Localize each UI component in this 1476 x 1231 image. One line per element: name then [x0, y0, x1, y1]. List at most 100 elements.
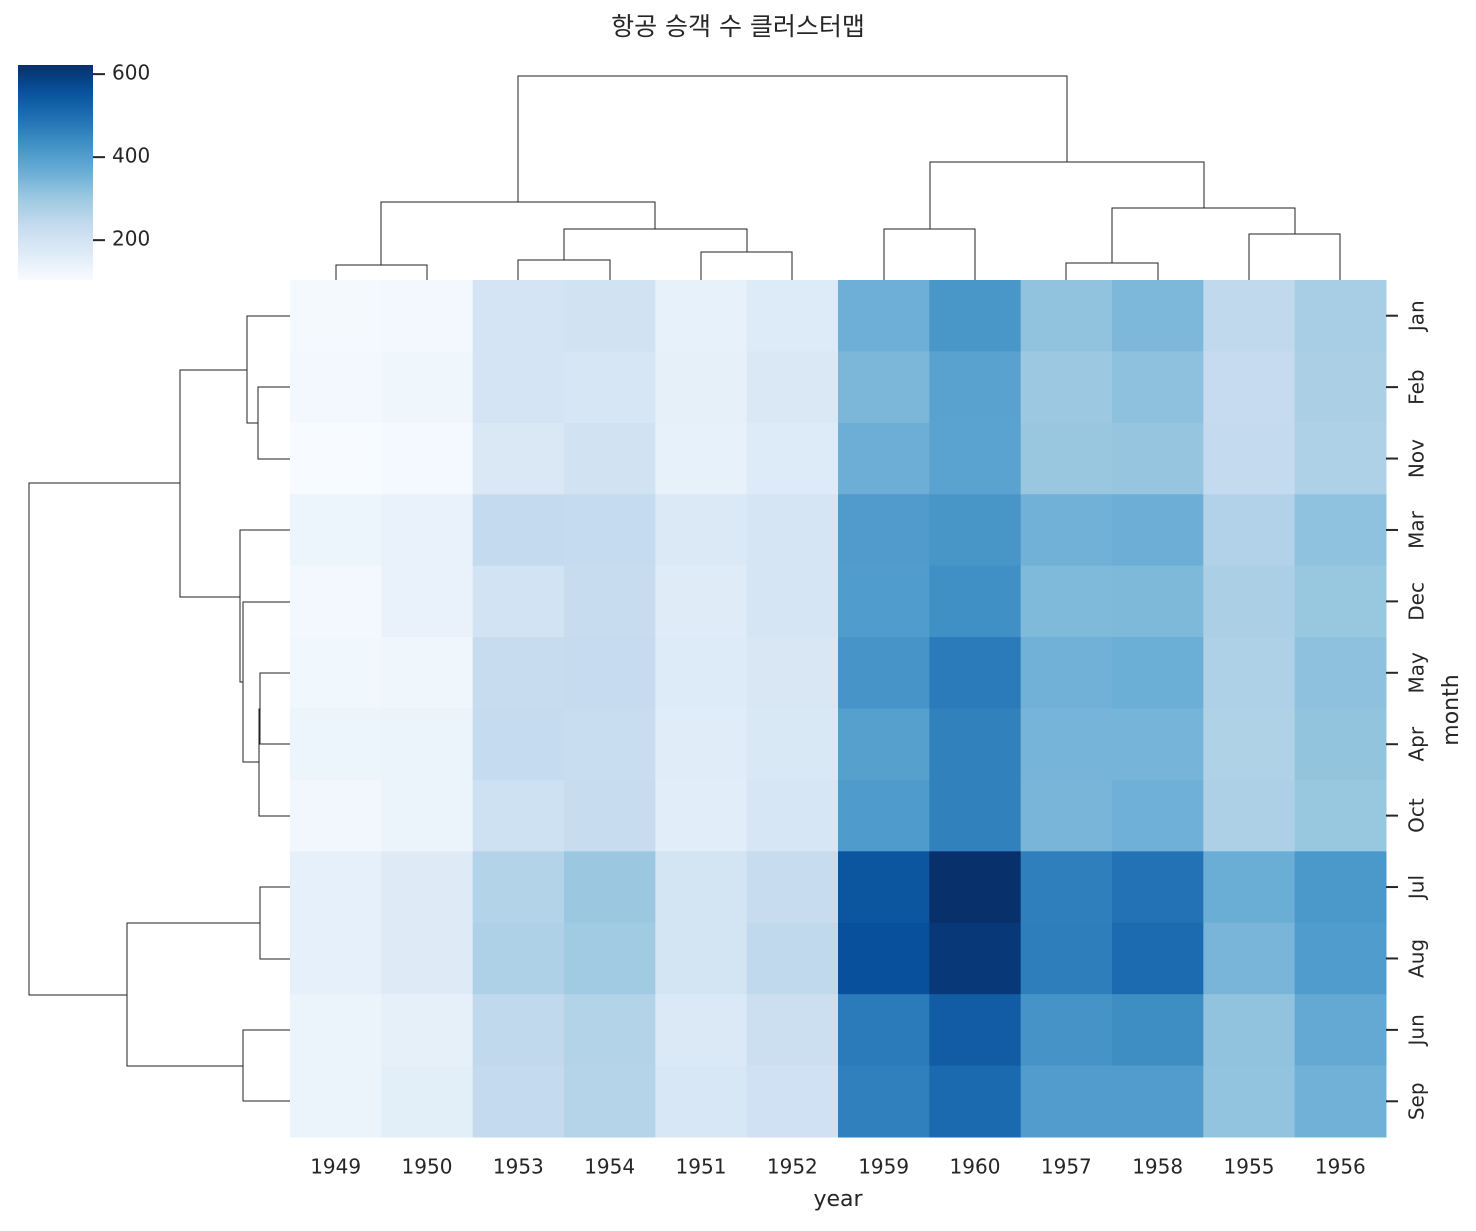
heatmap-cell [564, 994, 656, 1067]
heatmap-cell [655, 779, 748, 852]
heatmap-cell [655, 637, 748, 709]
y-tick-label: Apr [1405, 726, 1429, 761]
heatmap-cell [655, 1065, 748, 1138]
y-tick-label: Sep [1405, 1082, 1429, 1120]
heatmap-cell [746, 708, 839, 781]
heatmap-cell [381, 779, 474, 852]
column-dendrogram [335, 75, 1341, 280]
heatmap-cell [1112, 1065, 1204, 1138]
heatmap-cell [1020, 779, 1113, 852]
heatmap-cell [290, 565, 382, 638]
heatmap-cell [290, 637, 382, 709]
heatmap-cell [838, 922, 930, 995]
heatmap-cell [655, 494, 748, 567]
y-tick-label: May [1405, 652, 1429, 694]
colorbar-tick-label: 400 [112, 144, 150, 168]
heatmap-cell [1203, 779, 1296, 852]
heatmap-cell [1020, 994, 1113, 1067]
heatmap-cell [564, 637, 656, 709]
heatmap-cell [1112, 565, 1204, 638]
heatmap-cell [1112, 280, 1204, 352]
heatmap-cell [564, 351, 656, 424]
y-tick-label: Mar [1405, 510, 1429, 549]
heatmap-cell [838, 494, 930, 567]
heatmap-cell [381, 422, 474, 495]
heatmap-cell [1203, 922, 1296, 995]
heatmap-cell [1112, 494, 1204, 567]
heatmap-cell [838, 1065, 930, 1138]
heatmap-cell [746, 1065, 839, 1138]
heatmap-cell [564, 422, 656, 495]
heatmap-cell [1203, 422, 1296, 495]
colorbar [18, 65, 93, 280]
heatmap-cell [655, 994, 748, 1067]
y-tick-label: Feb [1405, 369, 1429, 404]
x-tick-label: 1956 [1315, 1155, 1366, 1179]
heatmap-cell [929, 922, 1022, 995]
heatmap-cell [1112, 851, 1204, 924]
x-axis-label: year [813, 1187, 863, 1212]
heatmap-cell [290, 922, 382, 995]
heatmap-cell [472, 1065, 565, 1138]
heatmap-cell [564, 708, 656, 781]
heatmap-cell [929, 565, 1022, 638]
x-tick-label: 1954 [584, 1155, 635, 1179]
heatmap-cell [746, 637, 839, 709]
heatmap-cell [1203, 280, 1296, 352]
heatmap-cell [290, 280, 382, 352]
colorbar-tick-label: 600 [112, 61, 150, 85]
heatmap-cell [929, 708, 1022, 781]
x-tick-label: 1953 [493, 1155, 544, 1179]
heatmap-cell [1203, 994, 1296, 1067]
heatmap-cell [472, 637, 565, 709]
x-tick-label: 1950 [402, 1155, 453, 1179]
heatmap-cell [746, 779, 839, 852]
heatmap-cell [1203, 708, 1296, 781]
heatmap-cell [746, 994, 839, 1067]
heatmap-cell [1020, 494, 1113, 567]
heatmap-cell [472, 494, 565, 567]
heatmap-cell [290, 494, 382, 567]
row-dendrogram [28, 315, 290, 1102]
heatmap-cell [1203, 351, 1296, 424]
heatmap-cell [1294, 565, 1387, 638]
heatmap-cell [472, 422, 565, 495]
heatmap-cell [838, 280, 930, 352]
y-axis-label: month [1439, 674, 1464, 745]
heatmap-cell [1294, 708, 1387, 781]
heatmap-cell [838, 708, 930, 781]
heatmap-cell [381, 351, 474, 424]
heatmap-cell [655, 565, 748, 638]
heatmap-cell [1203, 637, 1296, 709]
y-tick-label: Dec [1405, 582, 1429, 621]
heatmap-cell [838, 779, 930, 852]
heatmap-cell [746, 422, 839, 495]
heatmap-cell [746, 351, 839, 424]
chart-title: 항공 승객 수 클러스터맵 [611, 12, 865, 41]
heatmap-cell [472, 994, 565, 1067]
heatmap-cell [929, 637, 1022, 709]
heatmap-cell [746, 565, 839, 638]
heatmap-cell [290, 851, 382, 924]
heatmap-cell [381, 708, 474, 781]
heatmap-cell [1294, 1065, 1387, 1138]
heatmap-cell [381, 565, 474, 638]
heatmap-cell [746, 851, 839, 924]
heatmap-cell [1112, 351, 1204, 424]
heatmap-cell [564, 922, 656, 995]
heatmap-cell [746, 494, 839, 567]
heatmap-cell [564, 565, 656, 638]
heatmap-cell [655, 708, 748, 781]
heatmap-cell [655, 422, 748, 495]
heatmap-cell [1112, 637, 1204, 709]
heatmap-cell [655, 851, 748, 924]
heatmap-cell [1020, 1065, 1113, 1138]
heatmap-cell [655, 351, 748, 424]
x-tick-label: 1949 [310, 1155, 361, 1179]
heatmap-cell [381, 994, 474, 1067]
heatmap-cell [655, 280, 748, 352]
y-tick-label: Aug [1405, 939, 1429, 978]
heatmap-cell [1020, 351, 1113, 424]
y-tick-label: Jan [1405, 300, 1429, 333]
